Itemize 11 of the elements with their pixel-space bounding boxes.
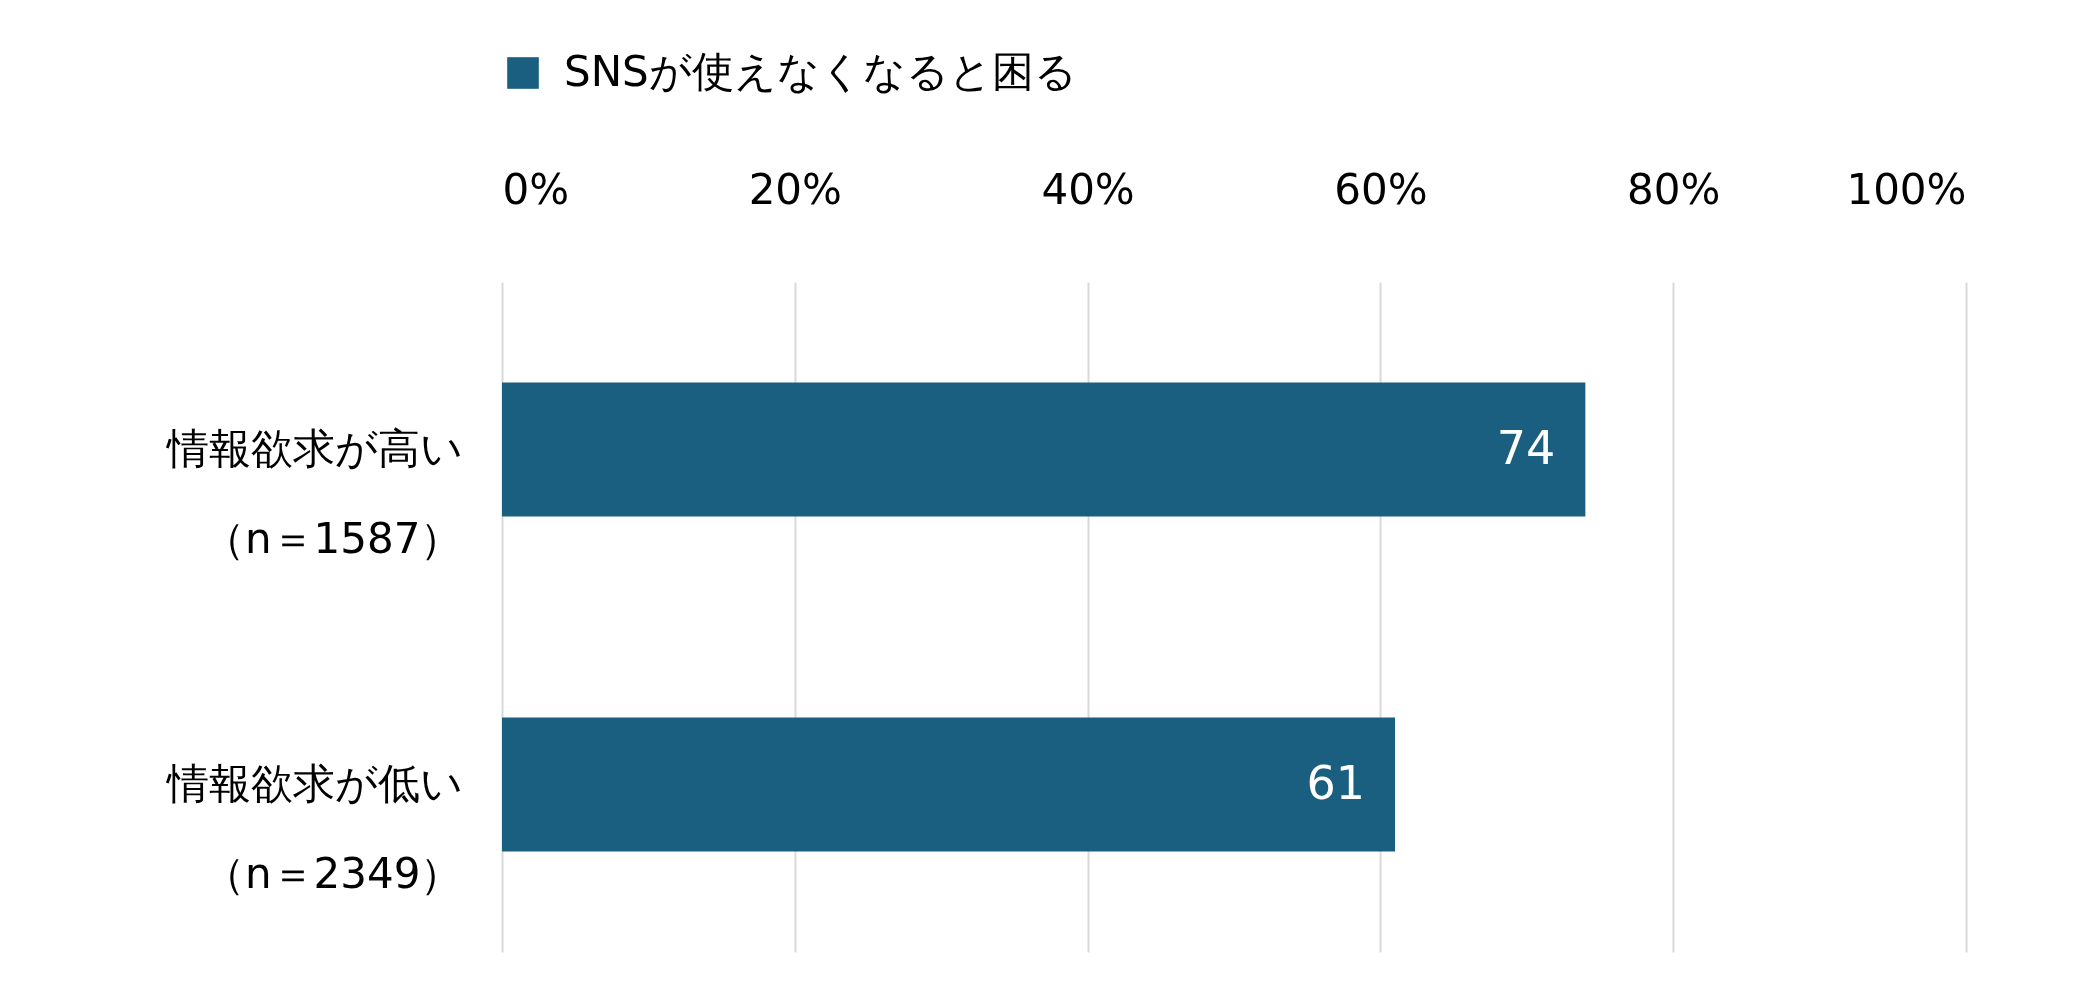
x-tick-label: 40% [1041, 164, 1135, 214]
x-tick-label: 100% [1846, 164, 1967, 214]
y-tick-label: 情報欲求が高い（n＝1587） [164, 423, 463, 563]
x-tick-label: 80% [1627, 164, 1721, 214]
x-tick-label: 0% [502, 164, 570, 214]
data-label: 61 [1306, 755, 1366, 810]
x-tick-label: 60% [1334, 164, 1428, 214]
y-tick-label: 情報欲求が低い（n＝2349） [164, 758, 463, 898]
x-tick-label: 20% [748, 164, 842, 214]
data-label: 74 [1496, 420, 1556, 475]
legend-label: SNSが使えなくなると困る [564, 47, 1077, 96]
